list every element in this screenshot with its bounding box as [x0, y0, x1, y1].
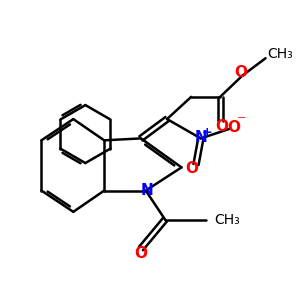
Text: N: N: [141, 183, 154, 198]
Text: ⁻: ⁻: [237, 113, 247, 131]
Text: O: O: [134, 246, 147, 261]
Text: O: O: [227, 120, 240, 135]
Text: O: O: [185, 161, 198, 176]
Text: N: N: [194, 130, 207, 145]
Text: +: +: [202, 125, 212, 139]
Text: CH₃: CH₃: [214, 213, 240, 226]
Text: CH₃: CH₃: [267, 47, 293, 61]
Text: O: O: [234, 64, 248, 80]
Text: O: O: [215, 119, 228, 134]
